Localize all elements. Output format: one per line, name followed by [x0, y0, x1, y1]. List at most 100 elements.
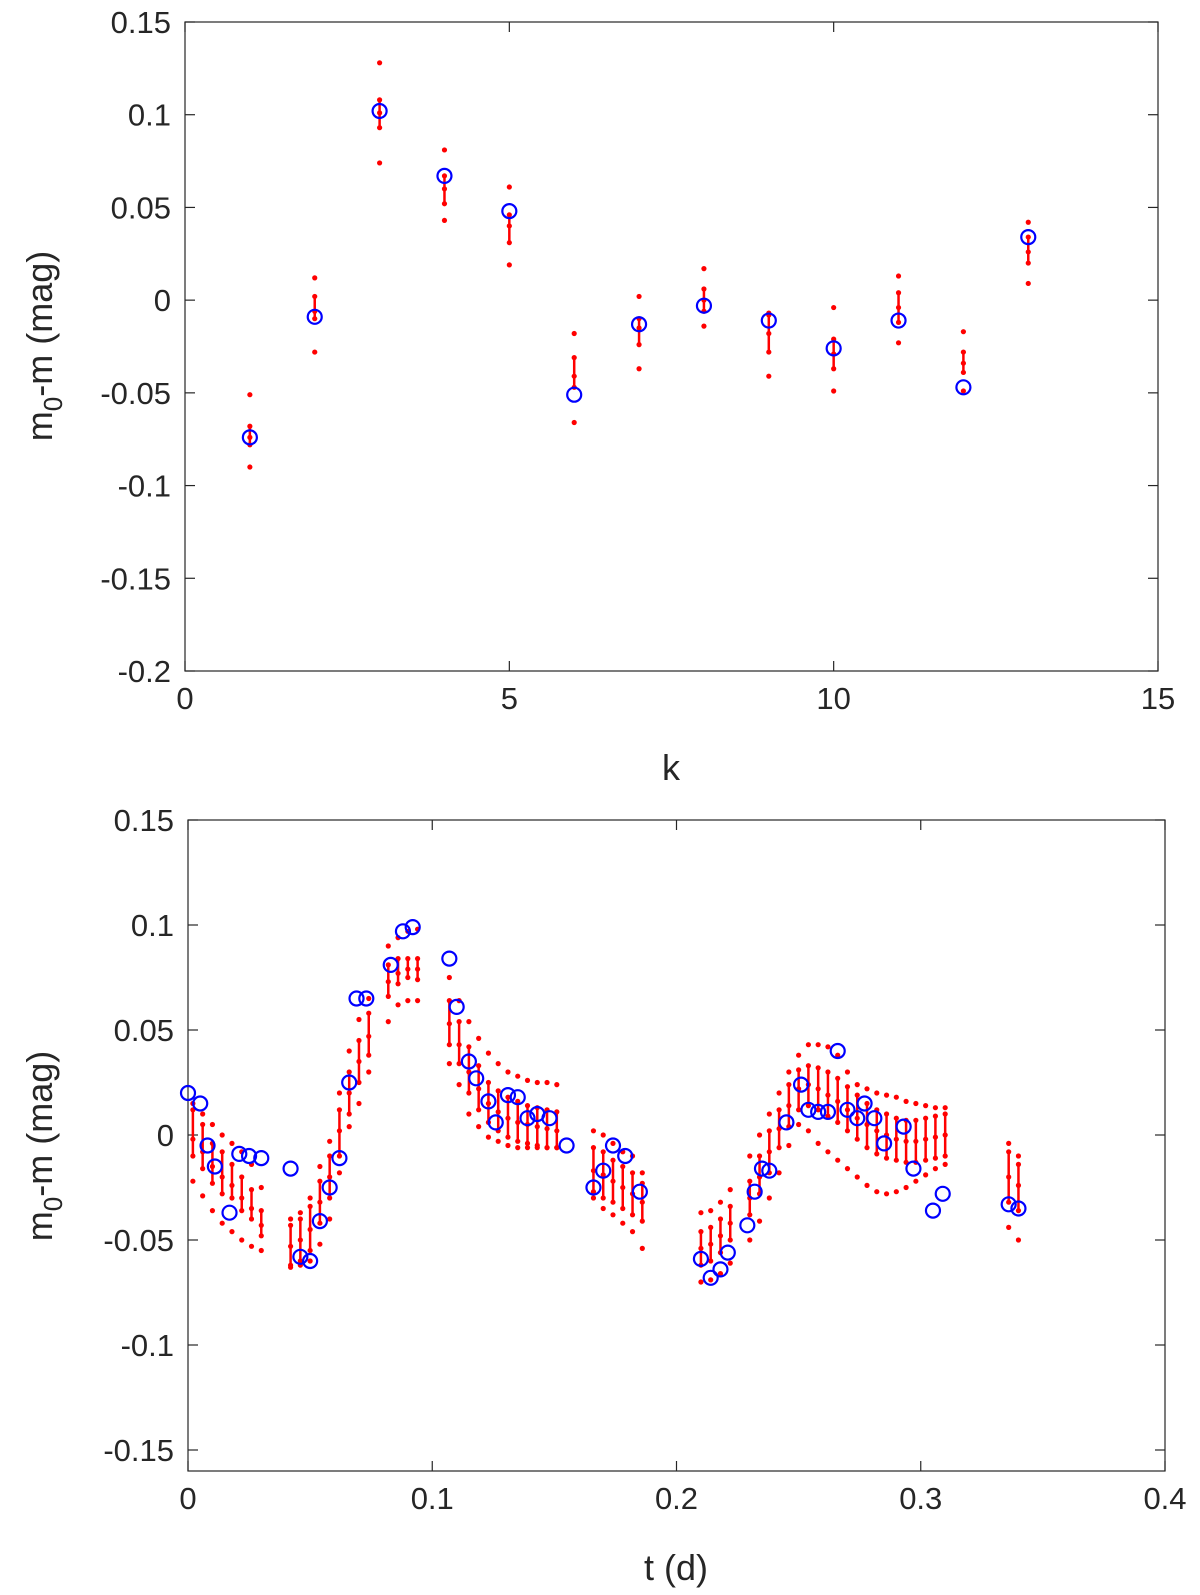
bottom-chart-errorbar-dot	[229, 1161, 235, 1167]
bottom-chart: 0 0.1 0.2 0.3 0.4-0.15-0.1-0.0500.050.10.15 …	[19, 803, 1187, 1588]
bottom-chart-errorbar-dot	[923, 1157, 929, 1163]
bottom-chart-y-tick-label: 0.15	[114, 803, 174, 838]
bottom-chart-errorbar	[610, 1140, 616, 1218]
bottom-chart-errorbar-dot	[405, 974, 411, 981]
bottom-chart-errorbar-dot	[307, 1247, 313, 1254]
bottom-chart-errorbar-dot	[209, 1163, 216, 1170]
bottom-chart-y-tick-label: 0	[157, 1118, 174, 1153]
bottom-chart-errorbar-dot	[258, 1233, 264, 1239]
bottom-chart-errorbar	[766, 1111, 772, 1201]
bottom-chart-observed-point	[448, 998, 465, 1016]
bottom-chart-outer-dot	[776, 1170, 782, 1176]
bottom-chart-errorbar-dot	[590, 1189, 597, 1195]
bottom-chart-errorbar	[317, 1163, 323, 1247]
bottom-chart-errorbar-dot	[854, 1092, 860, 1098]
bottom-chart-outer-dot	[395, 1002, 401, 1008]
bottom-chart-errorbar	[385, 943, 391, 1025]
bottom-chart-errorbar-dot	[942, 1132, 948, 1138]
top-chart-errorbar-dot	[766, 349, 772, 355]
bottom-chart-errorbar-dot	[610, 1178, 616, 1184]
bottom-chart-errorbar-dot	[287, 1243, 294, 1249]
bottom-chart-errorbar-dot	[786, 1082, 792, 1088]
bottom-chart-outer-dot	[534, 1145, 540, 1151]
top-chart-outer-dot	[571, 330, 577, 337]
bottom-chart-errorbar-dot	[466, 1090, 472, 1096]
bottom-chart-errorbar-dot	[796, 1067, 802, 1073]
bottom-chart-errorbar-dot	[844, 1107, 851, 1113]
bottom-chart-observed-point	[404, 918, 421, 936]
bottom-chart-outer-dot	[307, 1258, 313, 1264]
bottom-chart-errorbar-dot	[524, 1103, 531, 1109]
bottom-chart-observed-point	[800, 1101, 817, 1118]
bottom-chart-errorbar-dot	[258, 1208, 264, 1214]
bottom-chart-errorbar-dot	[776, 1145, 782, 1151]
bottom-chart-outer-dot	[883, 1191, 890, 1197]
bottom-chart-errorbar-dot	[835, 1098, 841, 1104]
bottom-chart-errorbar-dot	[766, 1128, 772, 1134]
bottom-chart-errorbar-dot	[544, 1126, 550, 1132]
bottom-chart-observed-point	[819, 1103, 837, 1121]
bottom-chart-observed-point	[541, 1110, 558, 1127]
bottom-chart-outer-dot	[515, 1073, 521, 1079]
bottom-chart-errorbar	[307, 1195, 313, 1264]
bottom-chart-errorbar-dot	[414, 977, 421, 983]
bottom-chart-errorbar-dot	[864, 1100, 870, 1107]
bottom-chart-errorbar-dot	[485, 1100, 492, 1107]
top-chart-outer-dot	[1025, 219, 1031, 225]
bottom-chart-errorbar-dot	[883, 1155, 890, 1161]
bottom-chart-errorbar-dot	[524, 1140, 531, 1146]
bottom-chart-errorbar-dot	[515, 1119, 521, 1125]
top-chart-observed-point	[371, 102, 388, 120]
bottom-chart-errorbar	[639, 1170, 645, 1251]
bottom-chart-outer-dot	[366, 1069, 372, 1075]
bottom-chart-outer-dot	[219, 1220, 225, 1226]
top-chart-errorbar-dot	[377, 97, 383, 103]
bottom-chart-errorbar-dot	[864, 1145, 870, 1151]
bottom-chart-errorbar-dot	[405, 966, 411, 972]
bottom-chart-errorbar-dot	[456, 1042, 462, 1048]
bottom-chart-observed-point	[876, 1135, 893, 1152]
bottom-chart-errorbar-dot	[485, 1079, 492, 1086]
bottom-chart-errorbar-dot	[639, 1218, 645, 1224]
bottom-chart-errorbar	[835, 1052, 841, 1163]
bottom-chart-outer-dot	[385, 1019, 391, 1025]
bottom-chart-y-axis-label: m0-m (mag)	[19, 1051, 68, 1241]
top-chart-y-tick-label: 0.05	[111, 190, 171, 225]
bottom-chart-errorbar-dot	[327, 1153, 333, 1159]
bottom-chart-marks	[179, 918, 1027, 1286]
bottom-chart-observed-point	[282, 1160, 299, 1177]
bottom-chart-outer-dot	[883, 1092, 890, 1098]
bottom-chart-errorbar-dot	[200, 1166, 206, 1172]
bottom-chart-errorbar-dot	[356, 1058, 362, 1065]
bottom-chart-errorbar-dot	[190, 1153, 196, 1159]
bottom-chart-outer-dot	[854, 1174, 860, 1180]
bottom-chart-errorbar	[446, 974, 452, 1067]
bottom-chart-errorbar	[727, 1187, 733, 1266]
top-chart-outer-dot	[506, 184, 512, 190]
bottom-chart-outer-dot	[942, 1161, 948, 1167]
bottom-chart-outer-dot	[708, 1208, 714, 1214]
bottom-chart-outer-dot	[639, 1245, 645, 1251]
bottom-chart-errorbar-dot	[297, 1216, 303, 1222]
bottom-chart-errorbar-dot	[932, 1134, 939, 1140]
bottom-chart-errorbar-dot	[346, 1069, 352, 1075]
top-chart-outer-dot	[377, 60, 383, 66]
bottom-chart-errorbar-dot	[727, 1237, 733, 1243]
bottom-chart-errorbar-dot	[766, 1149, 772, 1155]
bottom-chart-errorbar-dot	[297, 1258, 303, 1264]
top-chart-y-tick-label: -0.1	[118, 469, 171, 504]
bottom-chart-outer-dot	[258, 1247, 264, 1254]
bottom-chart-outer-dot	[903, 1184, 909, 1191]
bottom-chart-errorbar-dot	[219, 1191, 225, 1197]
bottom-chart-outer-dot	[805, 1042, 811, 1048]
top-chart-outer-dot	[636, 293, 642, 300]
bottom-chart-errorbar-dot	[629, 1170, 636, 1176]
bottom-chart-observed-point	[253, 1149, 270, 1167]
bottom-chart-errorbar-dot	[456, 1061, 462, 1067]
bottom-chart-x-axis-label: t (d)	[644, 1547, 708, 1588]
bottom-chart-outer-dot	[336, 1090, 343, 1096]
top-chart-observed-point	[695, 297, 713, 314]
bottom-chart-errorbar-dot	[317, 1220, 323, 1226]
bottom-chart-errorbar-dot	[385, 979, 391, 985]
top-chart-y-axis-label-rest: -m (mag)	[19, 251, 60, 397]
